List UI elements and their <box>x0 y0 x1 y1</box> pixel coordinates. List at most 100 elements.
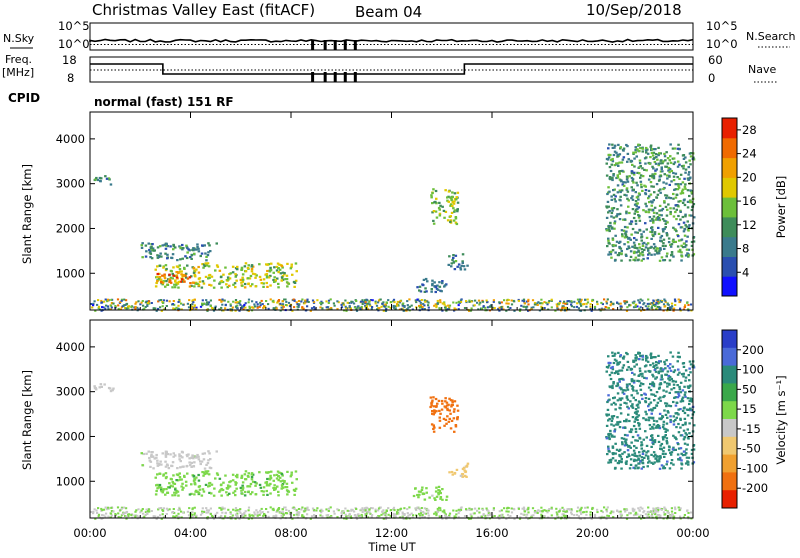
velocity-ground-cell <box>488 513 491 516</box>
velocity-cell <box>661 370 664 373</box>
power-cell <box>273 276 276 279</box>
velocity-cell <box>189 464 192 467</box>
power-ground-cell <box>279 302 282 305</box>
velocity-cell <box>648 424 652 427</box>
velocity-ground-cell <box>229 512 232 515</box>
velocity-cell <box>159 488 163 491</box>
velocity-ground-cell <box>540 515 543 518</box>
power-cell <box>641 150 644 153</box>
velocity-ground-cell <box>206 517 209 520</box>
power-cell <box>646 152 650 155</box>
power-ground-cell <box>116 298 120 301</box>
power-ground-cell <box>253 303 256 306</box>
power-cell <box>625 254 628 257</box>
power-cell <box>640 248 644 251</box>
velocity-cell <box>646 465 649 468</box>
power-ground-cell <box>459 301 463 303</box>
velocity-cell <box>172 482 175 485</box>
velocity-cell <box>671 448 675 451</box>
power-cell <box>449 203 453 206</box>
power-cell <box>156 254 159 257</box>
power-cell <box>662 229 665 232</box>
velocity-cell <box>625 444 629 447</box>
power-cell <box>628 259 632 262</box>
velocity-cell <box>204 483 208 486</box>
power-ground-cell <box>161 305 164 308</box>
velocity-cell <box>605 414 609 417</box>
velocity-cell <box>206 470 210 473</box>
power-cell <box>94 178 97 181</box>
power-ground-cell <box>329 308 332 311</box>
velocity-cell <box>428 496 431 499</box>
velocity-cell <box>166 491 169 494</box>
power-cell <box>151 249 154 252</box>
velocity-cell <box>664 428 668 431</box>
velocity-ground-cell <box>414 507 417 510</box>
velocity-cell <box>193 493 196 496</box>
power-ground-cell <box>252 306 255 309</box>
power-ground-cell <box>540 298 543 301</box>
power-cell <box>666 162 670 165</box>
power-cell <box>241 284 244 287</box>
power-ground-cell <box>396 300 399 303</box>
power-cell <box>684 213 687 216</box>
velocity-ground-cell <box>280 514 283 517</box>
velocity-ground-cell <box>423 507 426 510</box>
velocity-ground-cell <box>361 511 364 513</box>
velocity-cell <box>619 412 623 415</box>
velocity-cell <box>663 435 666 438</box>
power-cell <box>666 174 669 177</box>
power-cell <box>640 235 644 238</box>
velocity-cell <box>446 407 449 410</box>
velocity-ground-cell <box>351 508 354 511</box>
velocity-cell <box>662 423 665 426</box>
velocity-cell <box>423 498 427 501</box>
power-cell <box>659 170 663 173</box>
velocity-ground-cell <box>616 509 619 512</box>
velocity-cell <box>456 416 459 419</box>
power-cell <box>680 255 684 258</box>
velocity-cell <box>660 417 663 420</box>
velocity-cell <box>665 441 669 444</box>
power-cell <box>422 278 426 281</box>
power-cell <box>647 211 651 214</box>
velocity-cell <box>612 381 615 384</box>
power-ground-cell <box>672 309 675 312</box>
velocity-ground-cell <box>213 514 216 517</box>
power-cell <box>605 229 609 232</box>
power-cell <box>244 262 248 265</box>
x-axis-ticks: 00:00 04:00 08:00 12:00 16:00 20:00 00:00 <box>73 112 710 540</box>
power-cell <box>637 216 641 219</box>
power-ground-cell <box>570 301 573 304</box>
power-cell <box>459 268 463 271</box>
power-cell <box>182 273 185 277</box>
velocity-cell <box>690 448 694 452</box>
power-cell <box>161 274 164 277</box>
power-ground-cell <box>447 304 450 307</box>
velocity-cell <box>679 447 683 450</box>
velocity-ground-cell <box>418 512 421 515</box>
power-ground-cell <box>360 300 363 303</box>
velocity-cell <box>461 475 464 478</box>
power-ground-cell <box>603 298 606 301</box>
velocity-cell <box>611 386 614 390</box>
power-cell <box>190 284 193 287</box>
power-cell <box>290 265 293 268</box>
velocity-cell <box>692 448 696 451</box>
power-ground-cell <box>376 308 379 311</box>
power-cell <box>144 255 148 258</box>
velocity-cell <box>665 405 668 408</box>
velocity-cell <box>418 493 421 496</box>
power-cell <box>206 262 210 265</box>
sky-strip-label: N.Sky <box>3 32 35 45</box>
velocity-cell <box>607 419 610 422</box>
velocity-cell <box>678 458 682 461</box>
velocity-ground-cell <box>107 506 110 509</box>
power-cell <box>638 229 642 232</box>
power-ground-cell <box>652 304 655 306</box>
power-ground-cell <box>591 300 594 302</box>
velocity-cell <box>620 457 623 461</box>
velocity-ground-cell <box>332 510 335 513</box>
power-ground-cell <box>683 306 686 309</box>
power-cell <box>619 190 622 194</box>
